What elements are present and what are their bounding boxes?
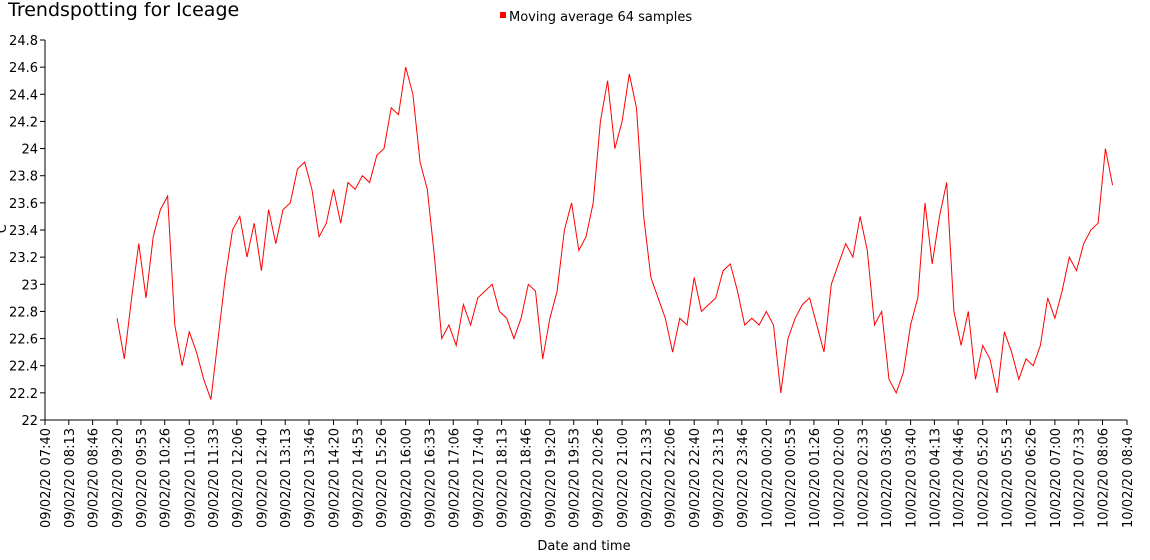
x-tick-label: 10/02/20 04:13: [928, 428, 943, 528]
x-tick-label: 10/02/20 00:20: [760, 428, 775, 528]
x-tick-label: 09/02/20 22:40: [688, 428, 703, 528]
x-tick-label: 10/02/20 00:53: [784, 428, 799, 528]
x-tick-label: 09/02/20 21:00: [616, 428, 631, 528]
x-tick-label: 09/02/20 19:53: [568, 428, 583, 528]
x-tick-label: 10/02/20 08:06: [1096, 428, 1111, 528]
x-tick-label: 09/02/20 09:20: [111, 428, 126, 528]
x-tick-label: 10/02/20 08:40: [1121, 428, 1136, 528]
y-tick-label: 22.6: [9, 333, 38, 348]
x-tick-label: 09/02/20 11:33: [207, 428, 222, 528]
x-tick-label: 09/02/20 12:40: [255, 428, 270, 528]
x-tick-label: 10/02/20 02:00: [832, 428, 847, 528]
x-tick-label: 09/02/20 16:00: [400, 428, 415, 528]
legend-swatch: [500, 12, 506, 18]
x-tick-label: 09/02/20 16:33: [423, 428, 438, 528]
x-tick-label: 09/02/20 21:33: [640, 428, 655, 528]
x-tick-label: 10/02/20 07:00: [1049, 428, 1064, 528]
y-tick-label: 24.2: [9, 115, 38, 130]
x-tick-label: 09/02/20 23:46: [736, 428, 751, 528]
y-tick-label: 23.6: [9, 197, 38, 212]
y-tick-label: 22.8: [9, 305, 38, 320]
y-tick-label: 23.2: [9, 251, 38, 266]
x-tick-label: 09/02/20 13:13: [279, 428, 294, 528]
x-tick-label: 10/02/20 07:33: [1073, 428, 1088, 528]
x-tick-label: 10/02/20 01:26: [808, 428, 823, 528]
x-tick-label: 10/02/20 03:06: [880, 428, 895, 528]
y-tick-label: 24.8: [9, 34, 38, 49]
x-axis-label: Date and time: [537, 539, 630, 554]
x-tick-label: 09/02/20 18:46: [519, 428, 534, 528]
x-tick-label: 10/02/20 05:53: [1001, 428, 1016, 528]
y-tick-label: 22: [21, 414, 38, 429]
x-tick-label: 09/02/20 08:46: [87, 428, 102, 528]
x-tick-label: 09/02/20 09:53: [135, 428, 150, 528]
y-tick-label: 24: [21, 143, 38, 158]
x-tick-label: 10/02/20 04:46: [952, 428, 967, 528]
x-tick-label: 10/02/20 02:33: [856, 428, 871, 528]
x-tick-label: 09/02/20 10:26: [159, 428, 174, 528]
y-tick-label: 23.8: [9, 170, 38, 185]
x-tick-label: 09/02/20 23:13: [712, 428, 727, 528]
data-line: [116, 66, 1114, 400]
y-tick-label: 24.6: [9, 61, 38, 76]
x-tick-label: 09/02/20 12:06: [231, 428, 246, 528]
x-tick-label: 09/02/20 18:13: [496, 428, 511, 528]
x-tick-label: 09/02/20 14:20: [328, 428, 343, 528]
x-tick-label: 09/02/20 14:53: [351, 428, 366, 528]
x-tick-label: 10/02/20 03:40: [905, 428, 920, 528]
x-tick-label: 09/02/20 13:46: [303, 428, 318, 528]
x-tick-label: 09/02/20 17:40: [472, 428, 487, 528]
y-axis-label: °C: [0, 224, 10, 240]
legend-label: Moving average 64 samples: [509, 10, 692, 25]
x-tick-label: 10/02/20 05:20: [977, 428, 992, 528]
x-tick-label: 09/02/20 20:26: [592, 428, 607, 528]
x-tick-label: 09/02/20 15:26: [375, 428, 390, 528]
y-tick-label: 23: [21, 278, 38, 293]
x-tick-label: 09/02/20 07:40: [39, 428, 54, 528]
x-tick-label: 09/02/20 19:20: [544, 428, 559, 528]
chart-title: Trendspotting for Iceage: [7, 0, 239, 21]
y-tick-label: 24.4: [9, 88, 38, 103]
x-tick-label: 10/02/20 06:26: [1024, 428, 1039, 528]
x-tick-label: 09/02/20 22:06: [664, 428, 679, 528]
x-tick-label: 09/02/20 11:00: [183, 428, 198, 528]
y-tick-label: 22.2: [9, 387, 38, 402]
y-tick-label: 23.4: [9, 224, 38, 239]
x-tick-label: 09/02/20 17:06: [447, 428, 462, 528]
x-tick-label: 09/02/20 08:13: [63, 428, 78, 528]
y-tick-label: 22.4: [9, 360, 38, 375]
